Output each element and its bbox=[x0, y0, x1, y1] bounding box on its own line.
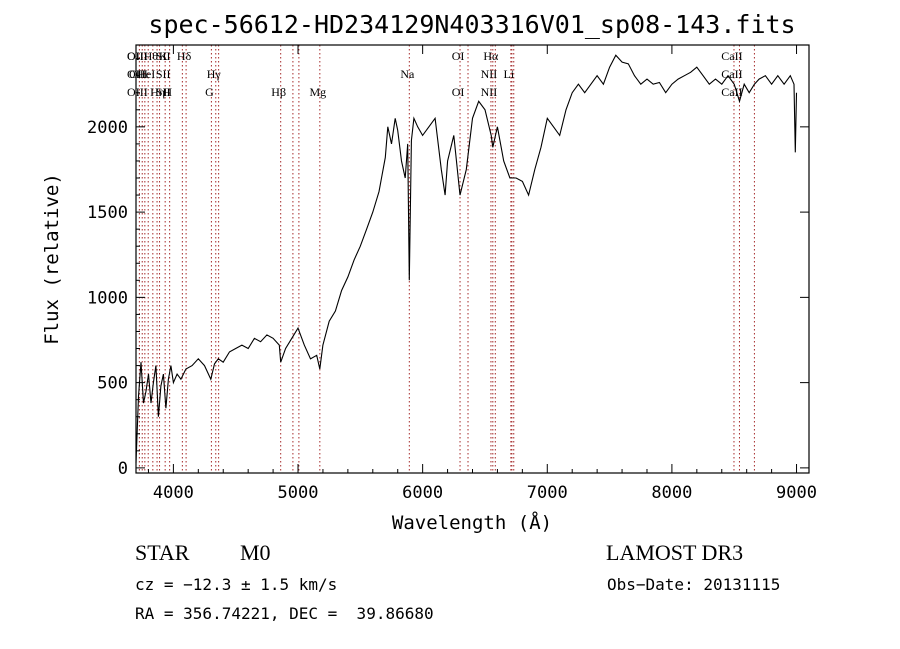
object-class: STAR bbox=[135, 540, 190, 565]
line-label: CaII bbox=[721, 49, 742, 63]
x-tick-label: 5000 bbox=[278, 483, 319, 503]
y-tick-label: 500 bbox=[97, 374, 128, 394]
line-label: NII bbox=[481, 85, 498, 99]
line-label: OIII bbox=[127, 85, 148, 99]
x-tick-label: 7000 bbox=[527, 483, 568, 503]
y-tick-label: 1500 bbox=[87, 203, 128, 223]
line-label: OII bbox=[129, 67, 146, 81]
line-label: CaII bbox=[721, 85, 742, 99]
survey-label: LAMOST DR3 bbox=[606, 540, 744, 565]
line-label: Hη bbox=[150, 85, 165, 99]
line-label: K bbox=[159, 49, 168, 63]
plot-frame bbox=[135, 44, 810, 474]
line-label: Na bbox=[400, 67, 415, 81]
line-label: NII bbox=[481, 67, 498, 81]
observation-date: Obs−Date: 20131115 bbox=[607, 575, 781, 594]
x-tick-label: 6000 bbox=[402, 483, 443, 503]
line-label: Hα bbox=[483, 49, 499, 63]
object-subclass: M0 bbox=[240, 540, 271, 565]
x-axis-label: Wavelength (Å) bbox=[392, 511, 552, 534]
line-label: OIII bbox=[127, 67, 148, 81]
line-label: G bbox=[205, 85, 214, 99]
line-label: OI bbox=[452, 85, 465, 99]
line-label: Hβ bbox=[271, 85, 286, 99]
chart-title: spec-56612-HD234129N403316V01_sp08-143.f… bbox=[148, 10, 795, 39]
line-label: SII bbox=[156, 49, 171, 63]
x-axis-ticks: 4000 5000 6000 7000 8000 9000 bbox=[147, 45, 817, 503]
spectrum-series bbox=[135, 54, 798, 463]
line-label: OIII bbox=[127, 49, 148, 63]
line-label: OIII bbox=[127, 49, 148, 63]
line-label: H bbox=[163, 85, 172, 99]
line-label: Hδ bbox=[177, 49, 192, 63]
x-tick-label: 9000 bbox=[776, 483, 817, 503]
line-label: Mg bbox=[309, 85, 326, 99]
line-label: Hγ bbox=[207, 67, 222, 81]
line-label: SII bbox=[156, 67, 171, 81]
line-label: Li bbox=[504, 67, 515, 81]
y-tick-label: 2000 bbox=[87, 118, 128, 138]
y-tick-label: 1000 bbox=[87, 288, 128, 308]
y-tick-label: 0 bbox=[118, 459, 128, 479]
y-axis-label: Flux (relative) bbox=[41, 173, 63, 345]
line-label: CaII bbox=[721, 67, 742, 81]
redshift-label: cz = −12.3 ± 1.5 km/s bbox=[135, 575, 338, 594]
coordinates-label: RA = 356.74221, DEC = 39.86680 bbox=[135, 604, 434, 623]
x-tick-label: 8000 bbox=[651, 483, 692, 503]
x-tick-label: 4000 bbox=[153, 483, 194, 503]
y-axis-ticks: 0 500 1000 1500 2000 bbox=[87, 58, 809, 479]
line-label: Hθ bbox=[144, 49, 159, 63]
spectrum-line bbox=[135, 54, 798, 463]
line-label: OI bbox=[452, 49, 465, 63]
line-label: HeI bbox=[137, 67, 155, 81]
line-label: SII bbox=[156, 85, 171, 99]
